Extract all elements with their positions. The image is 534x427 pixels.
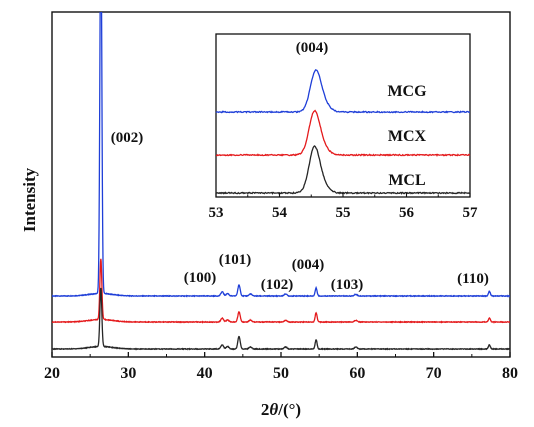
inset-series-line-mcx: [215, 109, 471, 157]
x-tick-label: 20: [44, 365, 60, 382]
main-x-axis-label: 2θ/(°): [261, 400, 301, 419]
series-line-mcx: [52, 258, 510, 324]
inset-series-label-mcx: MCX: [388, 128, 427, 145]
main-series-group: [52, 12, 510, 351]
peak-annotation: (101): [219, 252, 252, 268]
inset-series-label-mcl: MCL: [388, 172, 425, 189]
peak-annotation: (110): [457, 271, 489, 287]
inset-peak-annotation: (004): [296, 40, 329, 56]
inset-chart: 53 54 55 56 57 MCG MCX MCL (004): [209, 33, 479, 221]
inset-series-line-mcl: [215, 145, 471, 195]
main-y-axis-label: Intensity: [20, 167, 39, 232]
peak-annotation: (103): [331, 277, 364, 293]
inset-x-tick-label: 54: [272, 205, 288, 221]
inset-x-tick-label: 55: [336, 205, 351, 221]
main-peak-annotations: (002) (100)(101) (102) (004) (103) (110): [111, 130, 489, 293]
main-chart: 20 30 40 50 60 70 80 (002) (100)(101) (102) (004)…: [20, 11, 518, 419]
series-line-mcg: [52, 12, 510, 298]
peak-annotation: (100): [184, 270, 217, 286]
inset-plot-frame: [215, 33, 471, 198]
x-tick-label: 30: [120, 365, 136, 382]
inset-x-tick-label: 53: [209, 205, 224, 221]
main-x-axis-ticks: 20 30 40 50 60 70 80: [44, 352, 518, 382]
peak-annotation: (002): [111, 130, 144, 146]
inset-x-tick-label: 56: [399, 205, 415, 221]
inset-series-group: [215, 68, 471, 195]
inset-series-line-mcg: [215, 68, 471, 114]
inset-series-labels: MCG MCX MCL: [387, 83, 427, 189]
x-tick-label: 40: [197, 365, 213, 382]
peak-annotation: (102): [261, 277, 294, 293]
peak-annotation: (004): [292, 257, 325, 273]
x-tick-label: 80: [502, 365, 518, 382]
inset-series-label-mcg: MCG: [387, 83, 427, 100]
inset-x-axis-ticks: 53 54 55 56 57: [209, 193, 479, 221]
x-tick-label: 60: [349, 365, 365, 382]
x-tick-label: 50: [273, 365, 289, 382]
inset-x-tick-label: 57: [463, 205, 479, 221]
series-line-mcl: [52, 287, 510, 351]
x-tick-label: 70: [426, 365, 442, 382]
